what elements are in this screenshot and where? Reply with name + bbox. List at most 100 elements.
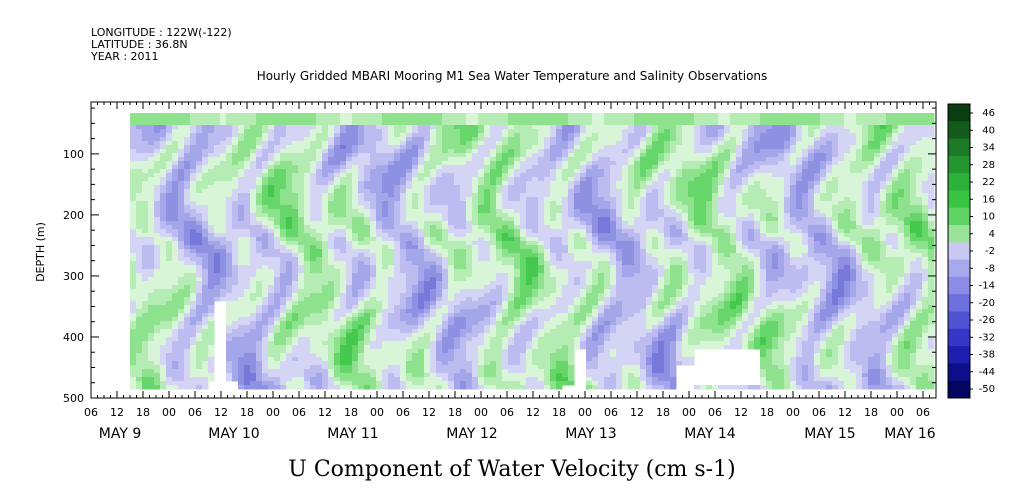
heatmap-cell: [244, 365, 251, 370]
heatmap-cell: [562, 129, 569, 134]
heatmap-cell: [406, 377, 413, 382]
heatmap-cell: [502, 145, 509, 150]
heatmap-cell: [340, 261, 347, 266]
heatmap-cell: [172, 333, 179, 338]
heatmap-cell: [382, 225, 389, 230]
heatmap-cell: [238, 281, 245, 286]
heatmap-cell: [466, 157, 473, 162]
heatmap-cell: [526, 113, 533, 118]
heatmap-cell: [478, 269, 485, 274]
heatmap-cell: [160, 381, 167, 386]
heatmap-cell: [304, 313, 311, 318]
heatmap-cell: [478, 241, 485, 246]
heatmap-cell: [358, 245, 365, 250]
heatmap-cell: [352, 137, 359, 142]
heatmap-cell: [226, 377, 233, 382]
heatmap-cell: [238, 241, 245, 246]
heatmap-cell: [352, 289, 359, 294]
heatmap-cell: [382, 217, 389, 222]
heatmap-cell: [532, 169, 539, 174]
heatmap-cell: [232, 269, 239, 274]
heatmap-cell: [544, 145, 551, 150]
heatmap-cell: [430, 137, 437, 142]
heatmap-cell: [340, 293, 347, 298]
heatmap-cell: [478, 161, 485, 166]
heatmap-cell: [364, 185, 371, 190]
heatmap-cell: [532, 297, 539, 302]
heatmap-cell: [346, 285, 353, 290]
heatmap-cell: [370, 193, 377, 198]
heatmap-cell: [358, 317, 365, 322]
heatmap-cell: [262, 297, 269, 302]
heatmap-cell: [454, 121, 461, 126]
heatmap-cell: [550, 265, 557, 270]
heatmap-cell: [544, 353, 551, 358]
heatmap-cell: [358, 229, 365, 234]
heatmap-cell: [472, 233, 479, 238]
heatmap-cell: [490, 137, 497, 142]
heatmap-cell: [238, 229, 245, 234]
heatmap-cell: [496, 153, 503, 158]
heatmap-cell: [490, 349, 497, 354]
heatmap-cell: [220, 265, 227, 270]
heatmap-cell: [520, 349, 527, 354]
heatmap-cell: [544, 309, 551, 314]
heatmap-cell: [400, 261, 407, 266]
heatmap-cell: [382, 309, 389, 314]
heatmap-cell: [418, 237, 425, 242]
heatmap-cell: [310, 145, 317, 150]
heatmap-cell: [478, 133, 485, 138]
heatmap-cell: [502, 149, 509, 154]
heatmap-cell: [346, 269, 353, 274]
heatmap-cell: [268, 177, 275, 182]
heatmap-cell: [382, 289, 389, 294]
heatmap-cell: [466, 281, 473, 286]
heatmap-cell: [286, 317, 293, 322]
heatmap-cell: [262, 321, 269, 326]
heatmap-cell: [418, 233, 425, 238]
heatmap-cell: [556, 113, 563, 118]
heatmap-cell: [184, 149, 191, 154]
heatmap-cell: [388, 221, 395, 226]
heatmap-cell: [556, 241, 563, 246]
heatmap-cell: [442, 353, 449, 358]
heatmap-cell: [322, 313, 329, 318]
heatmap-cell: [478, 353, 485, 358]
heatmap-cell: [514, 161, 521, 166]
heatmap-cell: [442, 233, 449, 238]
heatmap-cell: [202, 153, 209, 158]
heatmap-cell: [196, 369, 203, 374]
heatmap-cell: [376, 177, 383, 182]
heatmap-cell: [406, 273, 413, 278]
heatmap-cell: [208, 133, 215, 138]
heatmap-cell: [352, 277, 359, 282]
heatmap-cell: [136, 197, 143, 202]
heatmap-cell: [202, 277, 209, 282]
heatmap-cell: [526, 141, 533, 146]
heatmap-cell: [298, 281, 305, 286]
heatmap-cell: [190, 297, 197, 302]
heatmap-cell: [172, 137, 179, 142]
heatmap-cell: [436, 117, 443, 122]
heatmap-cell: [244, 133, 251, 138]
heatmap-cell: [172, 305, 179, 310]
heatmap-cell: [154, 145, 161, 150]
heatmap-cell: [526, 245, 533, 250]
heatmap-cell: [478, 249, 485, 254]
heatmap-cell: [130, 309, 137, 314]
heatmap-cell: [352, 197, 359, 202]
heatmap-cell: [394, 205, 401, 210]
heatmap-cell: [436, 249, 443, 254]
heatmap-cell: [550, 337, 557, 342]
heatmap-cell: [274, 237, 281, 242]
heatmap-cell: [358, 209, 365, 214]
heatmap-cell: [202, 305, 209, 310]
heatmap-cell: [250, 261, 257, 266]
heatmap-cell: [142, 249, 149, 254]
heatmap-cell: [352, 309, 359, 314]
heatmap-cell: [172, 381, 179, 386]
heatmap-cell: [208, 189, 215, 194]
heatmap-cell: [484, 385, 491, 390]
heatmap-cell: [394, 113, 401, 118]
heatmap-cell: [160, 237, 167, 242]
